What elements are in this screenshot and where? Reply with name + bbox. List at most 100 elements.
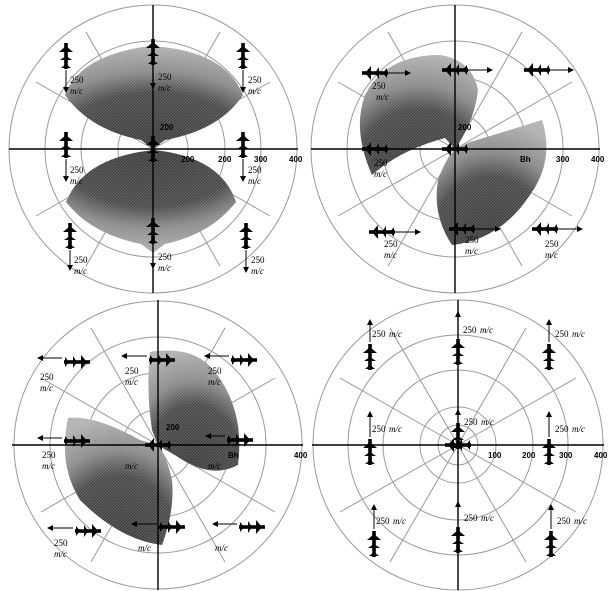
svg-text:m/c: m/c: [572, 424, 585, 434]
svg-text:250: 250: [376, 516, 390, 526]
svg-text:250: 250: [248, 165, 262, 175]
aircraft-icon: [369, 225, 395, 239]
svg-text:250: 250: [70, 165, 84, 175]
tick-label: Bh: [520, 155, 531, 164]
svg-text:m/c: m/c: [208, 377, 221, 387]
aircraft-icon: [363, 344, 377, 370]
svg-text:250: 250: [372, 424, 386, 434]
svg-text:m/c: m/c: [70, 176, 83, 186]
aircraft-icon: [532, 222, 558, 236]
svg-text:m/c: m/c: [251, 266, 264, 276]
svg-text:m/c: m/c: [74, 266, 87, 276]
svg-text:m/c: m/c: [158, 263, 171, 273]
svg-text:250: 250: [208, 366, 222, 376]
tick-label: Bh: [228, 451, 239, 460]
svg-text:m/c: m/c: [574, 516, 587, 526]
svg-text:m/c: m/c: [42, 461, 55, 471]
svg-text:m/c: m/c: [248, 86, 261, 96]
tick-label: 400: [289, 155, 303, 164]
tick-label: 400: [594, 451, 608, 460]
aircraft-icon: [451, 339, 465, 365]
aircraft-icon: [542, 439, 556, 465]
svg-text:m/c: m/c: [40, 383, 53, 393]
svg-text:250: 250: [545, 239, 559, 249]
svg-text:250: 250: [70, 75, 84, 85]
svg-text:250: 250: [125, 366, 139, 376]
svg-text:m/c: m/c: [384, 250, 397, 260]
tick-label: 200: [181, 155, 195, 164]
svg-text:m/c: m/c: [481, 513, 494, 523]
aircraft-icon: [75, 524, 101, 538]
aircraft-icon: [63, 223, 77, 249]
aircraft-icon: [363, 439, 377, 465]
svg-text:m/c: m/c: [54, 549, 67, 559]
aircraft-icon: [236, 132, 250, 158]
svg-text:250: 250: [555, 329, 569, 339]
svg-text:m/c: m/c: [480, 325, 493, 335]
coverage-lobe-lower: [66, 150, 236, 253]
tick-label: 100: [488, 451, 502, 460]
svg-text:m/c: m/c: [70, 86, 83, 96]
svg-text:250: 250: [372, 329, 386, 339]
aircraft-icon: [59, 43, 73, 69]
svg-text:250: 250: [158, 72, 172, 82]
tick-label: 400: [591, 155, 605, 164]
svg-text:m/c: m/c: [374, 169, 387, 179]
svg-text:250: 250: [557, 516, 571, 526]
aircraft-icon: [59, 132, 73, 158]
aircraft-icon: [542, 344, 556, 370]
tick-label: 400: [294, 451, 308, 460]
aircraft-icon: [524, 63, 550, 77]
aircraft-icon: [64, 355, 90, 369]
svg-text:250: 250: [384, 239, 398, 249]
svg-text:250: 250: [464, 417, 478, 427]
aircraft-icon: [239, 520, 265, 534]
aircraft-icon: [367, 531, 381, 557]
svg-text:m/c: m/c: [572, 329, 585, 339]
coverage-lobe-upper-left: [359, 55, 478, 175]
svg-text:m/c: m/c: [248, 176, 261, 186]
aircraft-icon: [544, 531, 558, 557]
svg-text:m/c: m/c: [125, 377, 138, 387]
svg-text:m/c: m/c: [376, 92, 389, 102]
aircraft-vectors: [363, 311, 558, 557]
aircraft-icon: [451, 527, 465, 553]
tick-label-inner: 200: [166, 423, 180, 432]
svg-text:m/c: m/c: [545, 250, 558, 260]
tick-label-inner: 200: [160, 123, 174, 132]
aircraft-vectors: [362, 63, 583, 239]
svg-text:250: 250: [40, 372, 54, 382]
svg-text:250: 250: [158, 252, 172, 262]
svg-text:m/c: m/c: [215, 543, 228, 553]
coverage-lobe-lower-right: [436, 120, 547, 245]
svg-text:m/c: m/c: [138, 543, 151, 553]
svg-text:m/c: m/c: [208, 461, 221, 471]
svg-text:250: 250: [463, 325, 477, 335]
aircraft-vectors: [59, 39, 253, 273]
svg-text:m/c: m/c: [158, 83, 171, 93]
coverage-lobe-upper-right: [148, 350, 240, 471]
svg-text:250: 250: [74, 255, 88, 265]
svg-text:250: 250: [555, 424, 569, 434]
svg-text:m/c: m/c: [389, 424, 402, 434]
tick-label: 300: [559, 451, 573, 460]
svg-text:250: 250: [372, 81, 386, 91]
tick-label: 300: [254, 155, 268, 164]
svg-text:m/c: m/c: [465, 246, 478, 256]
svg-text:250: 250: [464, 513, 478, 523]
tick-label: 200: [218, 155, 232, 164]
svg-text:250: 250: [465, 235, 479, 245]
panel-bottom-right: 100 200 300 400 250 m/c 250 m/c: [312, 299, 608, 591]
aircraft-icon: [231, 353, 257, 367]
tick-label: 200: [522, 451, 536, 460]
aircraft-vectors: [37, 353, 265, 538]
svg-text:250: 250: [374, 158, 388, 168]
